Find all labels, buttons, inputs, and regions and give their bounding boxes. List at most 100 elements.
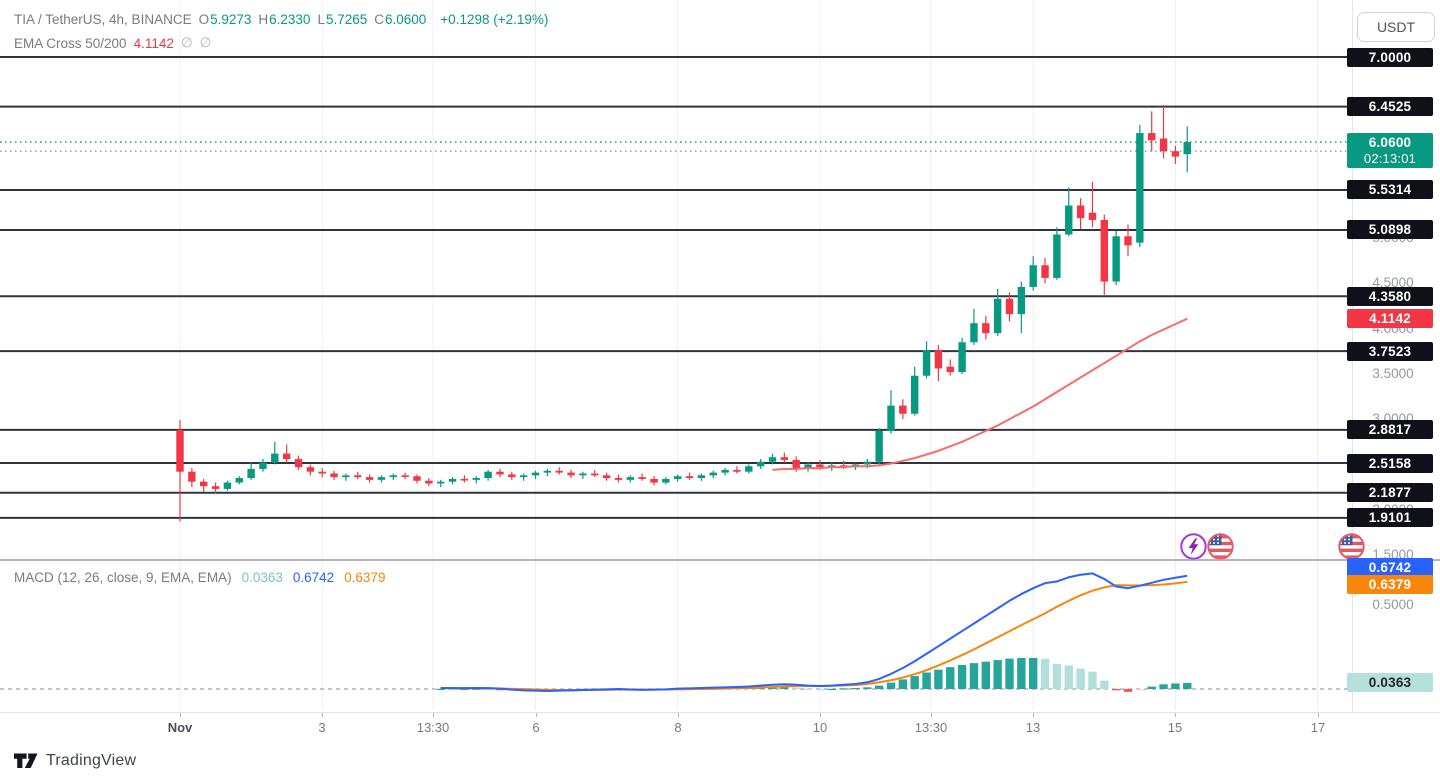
candle-body [745,466,753,472]
footer: TradingView [0,742,1440,782]
candle-body [460,478,469,481]
macd-histogram-bar [1135,689,1145,691]
time-axis-tick [180,713,181,717]
symbol-legend-row[interactable]: TIA / TetherUS, 4h, BINANCE O5.9273 H6.23… [14,7,548,31]
candle-body [697,475,706,479]
macd-histogram-bar [780,686,789,689]
macd-signal-line [440,580,1188,692]
macd-histogram-bar [1159,684,1168,689]
candle-body [1100,219,1108,282]
candle-body [437,481,445,484]
currency-toggle-button[interactable]: USDT [1357,12,1435,42]
candle-body [484,471,492,479]
macd-histogram-bar [792,687,801,689]
macd-histogram-bar [957,664,967,689]
macd-histogram-bar [1017,657,1026,689]
candle-body [958,342,966,373]
macd-histogram-bar [460,688,469,691]
pane-separator[interactable] [0,559,1440,561]
macd-histogram-bar [803,688,813,690]
time-axis-label: 17 [1310,720,1326,735]
ema-indicator-row[interactable]: EMA Cross 50/200 4.1142 ∅ ∅ [14,31,548,55]
candle-body [579,473,587,476]
candle-body [354,475,362,478]
candle-body [1088,212,1097,220]
macd-histogram-bar [1052,663,1062,689]
us-economic-event-badge[interactable] [1207,533,1234,560]
candle-body [271,453,279,463]
lightning-icon [1180,533,1207,560]
us-economic-event-badge[interactable] [1338,533,1365,560]
time-axis-label: 13:30 [416,720,450,735]
candle-body [614,478,623,480]
candle-body [377,477,386,480]
candle-body [591,473,599,476]
candle-body [1124,236,1132,246]
macd-histogram-bar [1100,680,1109,689]
candle-body [685,476,694,479]
macd-indicator-row[interactable]: MACD (12, 26, close, 9, EMA, EMA) 0.0363… [14,570,385,585]
macd-histogram-bar [886,682,896,689]
macd-histogram-bar [863,687,872,689]
macd-histogram-bar [1111,689,1121,691]
candle-body [756,461,765,467]
macd-signal-value: 0.6379 [344,570,386,585]
candle-body [993,298,1002,334]
candle-body [519,475,528,478]
macd-histogram-bar [815,689,825,691]
candle-body [1183,142,1191,155]
candle-body [626,477,634,480]
candle-body [306,467,315,472]
chart-legend: TIA / TetherUS, 4h, BINANCE O5.9273 H6.23… [14,7,548,55]
time-axis-tick [820,713,821,717]
candle-body [531,472,540,476]
candle-body [1065,205,1073,235]
macd-histogram-bar [1040,658,1050,689]
ema-indicator-value: 4.1142 [133,35,174,51]
macd-histogram-bar [448,689,457,691]
candle-body [448,478,457,482]
lightning-event-badge[interactable] [1180,533,1207,560]
candle-body [496,471,504,475]
candle-body [425,480,433,484]
ohlc-value: O5.9273 [198,11,252,27]
candle-body [1136,133,1144,243]
candle-body [899,405,907,414]
macd-histogram-bar [981,661,990,689]
time-axis-label: 13:30 [914,720,948,735]
macd-histogram-bar [910,676,919,689]
candle-body [472,478,480,480]
ema-line [772,317,1188,471]
candle-body [946,366,954,373]
currency-toggle-label: USDT [1376,19,1416,35]
candle-body [780,457,789,460]
candle-body [555,470,563,473]
ohlc-value: C6.0600 [374,11,427,27]
candle-body [709,472,717,476]
candle-body [816,464,824,468]
candle-body [1112,236,1120,282]
candle-body [1053,234,1061,278]
candle-body [792,459,800,469]
candlestick-macd-plot [0,0,1352,710]
candle-body [235,478,243,483]
us-flag-icon [1207,533,1234,560]
candle-body [650,478,658,483]
candle-body [1041,265,1049,278]
candle-body [934,350,943,369]
tradingview-logo[interactable]: TradingView [13,751,136,771]
candle-body [911,375,919,414]
chart-canvas[interactable] [0,0,1352,712]
ohlc-value: H6.2330 [258,11,311,27]
macd-histogram-bar [969,663,979,689]
time-axis-tick [433,713,434,717]
candle-body [567,472,575,476]
ohlc-readout: O5.9273 H6.2330 L5.7265 C6.0600 [199,12,434,27]
time-axis-tick [1318,713,1319,717]
price-axis[interactable] [1352,0,1440,742]
candle-body [389,475,397,478]
time-axis[interactable]: Nov 3 13:30 6 8 10 13:30 13 15 17 [0,712,1440,742]
candle-body [282,453,291,460]
candle-body [768,457,777,462]
macd-title: MACD (12, 26, close, 9, EMA, EMA) [14,570,232,585]
